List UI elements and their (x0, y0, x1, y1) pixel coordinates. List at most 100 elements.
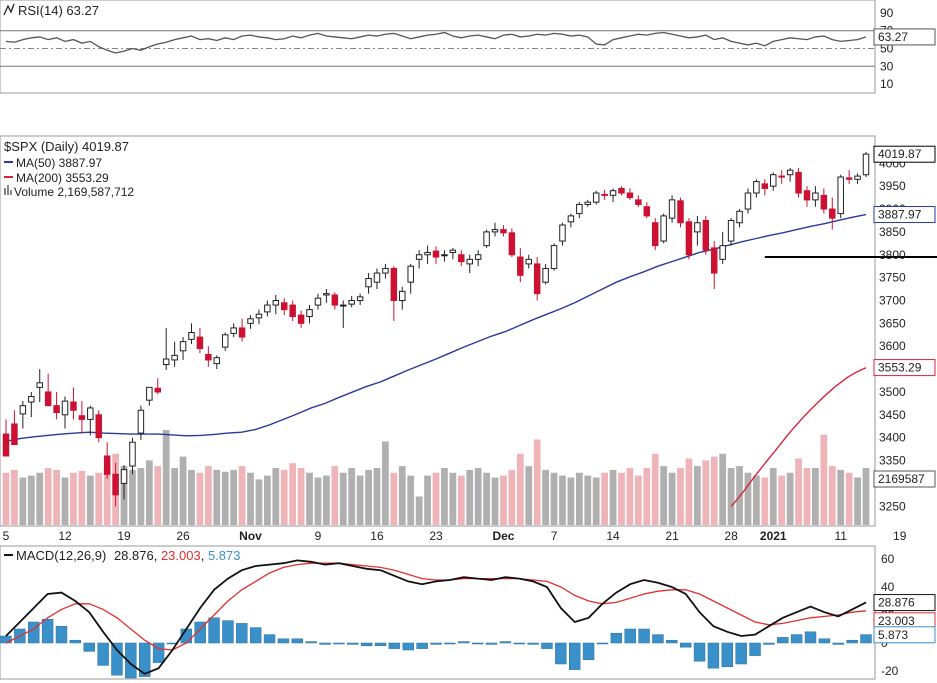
candle-body (53, 405, 60, 414)
macd-hist-bar (222, 620, 234, 644)
macd-hist-bar (555, 642, 567, 665)
candle-body (280, 302, 288, 311)
macd-hist-bar (430, 642, 442, 645)
ma50-legend-text: MA(50) 3887.97 (16, 156, 102, 170)
macd-hist-bar (749, 642, 761, 656)
macd-hist-bar (610, 632, 623, 644)
ma200-value-label-text: 3553.29 (878, 361, 922, 375)
volume-bar (145, 460, 153, 525)
volume-bar (221, 471, 229, 525)
volume-bar (297, 468, 305, 525)
volume-bar (837, 469, 845, 525)
candle-body (753, 181, 760, 194)
x-tick-label: 16 (370, 529, 384, 543)
macd-hist-bar (846, 639, 858, 644)
candle-body (340, 304, 347, 307)
candle-body (812, 192, 819, 201)
candle-body (238, 327, 246, 338)
candle-body (483, 231, 490, 247)
macd-hist-bar (832, 642, 844, 645)
volume-bar (129, 469, 136, 525)
x-tick-label: 21 (665, 529, 679, 543)
volume-bar (778, 475, 786, 525)
macd-hist-bar (319, 642, 331, 645)
candle-body (221, 334, 229, 348)
macd-legend-name: MACD(12,26,9) (16, 548, 106, 563)
candle-body (651, 222, 659, 247)
rsi-line-layer (5, 31, 867, 54)
candle-body (727, 219, 735, 242)
candle-body (289, 304, 296, 317)
macd-hist-bar (679, 642, 692, 648)
candle-body (854, 175, 861, 180)
x-tick-label: 23 (429, 529, 443, 543)
macd-legend-signal: 23.003 (161, 548, 201, 563)
candle-body (677, 200, 684, 224)
volume-bar (398, 466, 406, 525)
volume-bar (449, 472, 457, 525)
candle-body (559, 224, 566, 242)
candle-body (668, 199, 676, 219)
candle-body (382, 267, 389, 274)
volume-bar (786, 472, 794, 525)
macd-hist-bar (596, 642, 609, 645)
candle-body (441, 254, 448, 257)
candle-body (61, 400, 69, 416)
candle-body (533, 263, 541, 295)
candle-body (272, 299, 280, 306)
rsi-y-tick: 30 (880, 59, 894, 73)
candle-body (466, 258, 473, 265)
volume-bar (769, 468, 777, 525)
volume-bar (575, 472, 583, 525)
macd-hist-bar (638, 628, 650, 644)
volume-bar (390, 472, 398, 525)
rsi-y-tick: 10 (880, 77, 894, 91)
volume-bar (761, 477, 769, 525)
volume-legend-icon-bar1 (4, 188, 6, 195)
candle-body (424, 251, 431, 256)
x-tick-label: 19 (117, 529, 131, 543)
volume-bar (727, 468, 735, 525)
macd-hist-bar (485, 642, 498, 645)
candle-body (2, 433, 10, 457)
candle-body (508, 232, 516, 256)
volume-bar (694, 466, 701, 525)
candle-body (660, 215, 667, 242)
x-tick-label: 14 (606, 529, 620, 543)
macd-hist-bar (83, 642, 95, 652)
candle-body (314, 297, 322, 306)
macd-y-tick: -20 (881, 664, 899, 678)
volume-bar (415, 496, 423, 525)
macd-hist-bar (721, 642, 734, 668)
volume-bar (660, 466, 668, 525)
macd-lines (5, 559, 867, 675)
x-tick-label: Dec (492, 529, 514, 543)
x-tick-label: 19 (893, 529, 907, 543)
candle-body (171, 354, 178, 361)
macd-hist-bar (568, 642, 581, 670)
macd-hist-bar (69, 639, 82, 644)
candle-body (458, 254, 465, 263)
volume-bar (618, 472, 625, 525)
candle-body (213, 357, 221, 365)
volume-bar (516, 453, 524, 525)
volume-bar (264, 475, 271, 525)
volume-bar (382, 441, 389, 525)
volume-bar (272, 468, 280, 525)
candle-body (230, 327, 237, 334)
volume-bar (2, 472, 10, 525)
volume-bar (331, 466, 339, 525)
volume-bar (348, 468, 356, 525)
price-y-tick: 3250 (879, 499, 906, 513)
macd-hist-bar (249, 627, 262, 644)
price-y-tick: 3850 (879, 225, 906, 239)
candle-body (146, 386, 153, 401)
macd-hist-bar (360, 642, 373, 647)
macd-y-tick: 40 (881, 580, 895, 594)
macd-hist-bar (763, 642, 775, 645)
macd-hist-bar (513, 642, 525, 645)
volume-bar (812, 468, 819, 525)
x-tick-label: 11 (834, 529, 847, 543)
candle-body (550, 245, 558, 269)
ma200-line (730, 367, 867, 507)
